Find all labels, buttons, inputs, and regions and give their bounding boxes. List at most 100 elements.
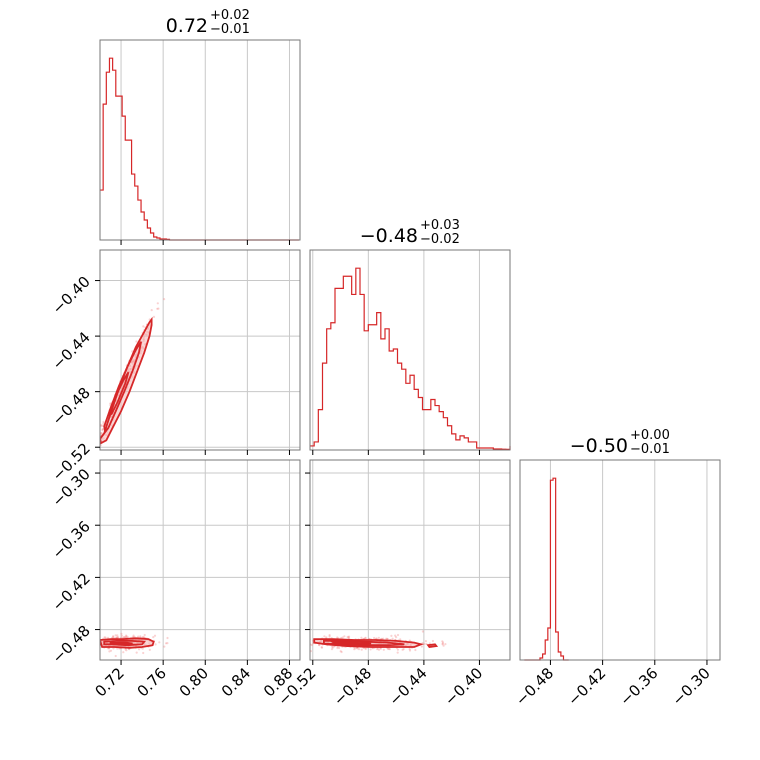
title-plus: +0.00: [630, 428, 670, 443]
scatter-point: [91, 457, 93, 459]
scatter-point: [94, 454, 96, 456]
scatter-point: [420, 645, 423, 648]
scatter-point: [100, 432, 103, 435]
pair-content: [86, 298, 166, 462]
title-value: 0.72: [166, 15, 208, 37]
scatter-point: [377, 648, 381, 651]
scatter-point: [126, 636, 130, 639]
scatter-point: [117, 636, 120, 639]
scatter-point: [91, 648, 93, 650]
scatter-point: [154, 643, 157, 646]
scatter-point: [385, 637, 388, 640]
panel-frame: [99, 459, 301, 661]
scatter-point: [364, 637, 367, 640]
scatter-point: [95, 450, 97, 452]
scatter-point: [360, 636, 363, 639]
diagonal-title-2: −0.50 +0.00−0.01: [570, 428, 670, 457]
scatter-point: [377, 636, 380, 640]
scatter-point: [122, 651, 125, 654]
scatter-point: [94, 448, 96, 450]
scatter-point: [386, 637, 389, 640]
scatter-point: [96, 437, 98, 439]
scatter-point: [88, 645, 90, 647]
scatter-point: [132, 634, 135, 637]
scatter-point: [402, 648, 405, 651]
scatter-point: [106, 636, 110, 639]
scatter-point: [86, 460, 88, 462]
scatter-point: [331, 646, 335, 649]
scatter-point: [328, 634, 331, 637]
title-value: −0.48: [360, 225, 418, 247]
y-tick-label: −0.48: [49, 622, 94, 667]
scatter-point: [141, 647, 144, 650]
scatter-point: [120, 632, 123, 635]
panel-background: [100, 40, 300, 240]
scatter-point: [388, 647, 391, 650]
x-tick-label: 0.72: [92, 664, 128, 700]
scatter-point: [156, 307, 159, 310]
scatter-point: [112, 635, 115, 639]
scatter-point: [114, 654, 117, 658]
scatter-point: [163, 298, 166, 301]
scatter-point: [104, 636, 107, 639]
scatter-point: [165, 642, 168, 645]
scatter-point: [408, 649, 412, 652]
scatter-point: [95, 443, 97, 445]
scatter-point: [125, 634, 128, 637]
scatter-point: [92, 642, 94, 644]
scatter-point: [408, 639, 411, 642]
scatter-point: [364, 647, 367, 651]
scatter-point: [323, 635, 326, 638]
title-value: −0.50: [570, 435, 628, 457]
scatter-point: [141, 636, 145, 639]
scatter-point: [387, 647, 390, 651]
scatter-point: [91, 642, 93, 644]
scatter-point: [320, 646, 323, 649]
scatter-point: [97, 643, 99, 645]
scatter-point: [102, 422, 105, 425]
scatter-point: [96, 444, 98, 446]
contour-line: [328, 640, 372, 646]
scatter-point: [396, 651, 399, 654]
scatter-point: [100, 425, 103, 428]
scatter-point: [116, 636, 119, 639]
scatter-point: [408, 648, 411, 651]
panel-frame: [309, 249, 511, 451]
scatter-point: [347, 635, 351, 638]
scatter-point: [304, 642, 306, 644]
contour-line: [103, 640, 146, 647]
y-tick-label: −0.42: [49, 569, 94, 614]
scatter-point: [143, 633, 146, 637]
scatter-point: [166, 636, 169, 640]
scatter-point: [343, 635, 346, 638]
contour-line: [106, 371, 130, 417]
scatter-point: [92, 454, 94, 456]
scatter-point: [391, 637, 394, 640]
pair-content: [304, 630, 447, 654]
y-tick-label: −0.36: [49, 517, 94, 562]
x-tick-label: −0.30: [669, 664, 714, 709]
scatter-point: [364, 636, 367, 640]
scatter-point: [318, 644, 321, 647]
scatter-point: [347, 636, 350, 639]
scatter-point: [341, 636, 344, 639]
scatter-point: [382, 648, 385, 651]
scatter-point: [125, 635, 128, 638]
pair-panel-0-2: [85, 459, 301, 661]
scatter-point: [157, 307, 160, 310]
title-minus: −0.01: [630, 442, 670, 457]
scatter-point: [97, 644, 99, 646]
scatter-point: [101, 428, 104, 431]
scatter-point: [85, 645, 87, 647]
panel-background: [100, 460, 300, 660]
contour-line: [109, 641, 133, 646]
scatter-point: [401, 648, 404, 651]
scatter-point: [142, 651, 145, 655]
scatter-point: [100, 432, 103, 435]
title-plus: +0.03: [420, 218, 460, 233]
x-tick-label: 0.84: [218, 664, 254, 700]
scatter-point: [441, 641, 445, 644]
scatter-point: [135, 651, 138, 654]
scatter-point: [123, 635, 126, 639]
